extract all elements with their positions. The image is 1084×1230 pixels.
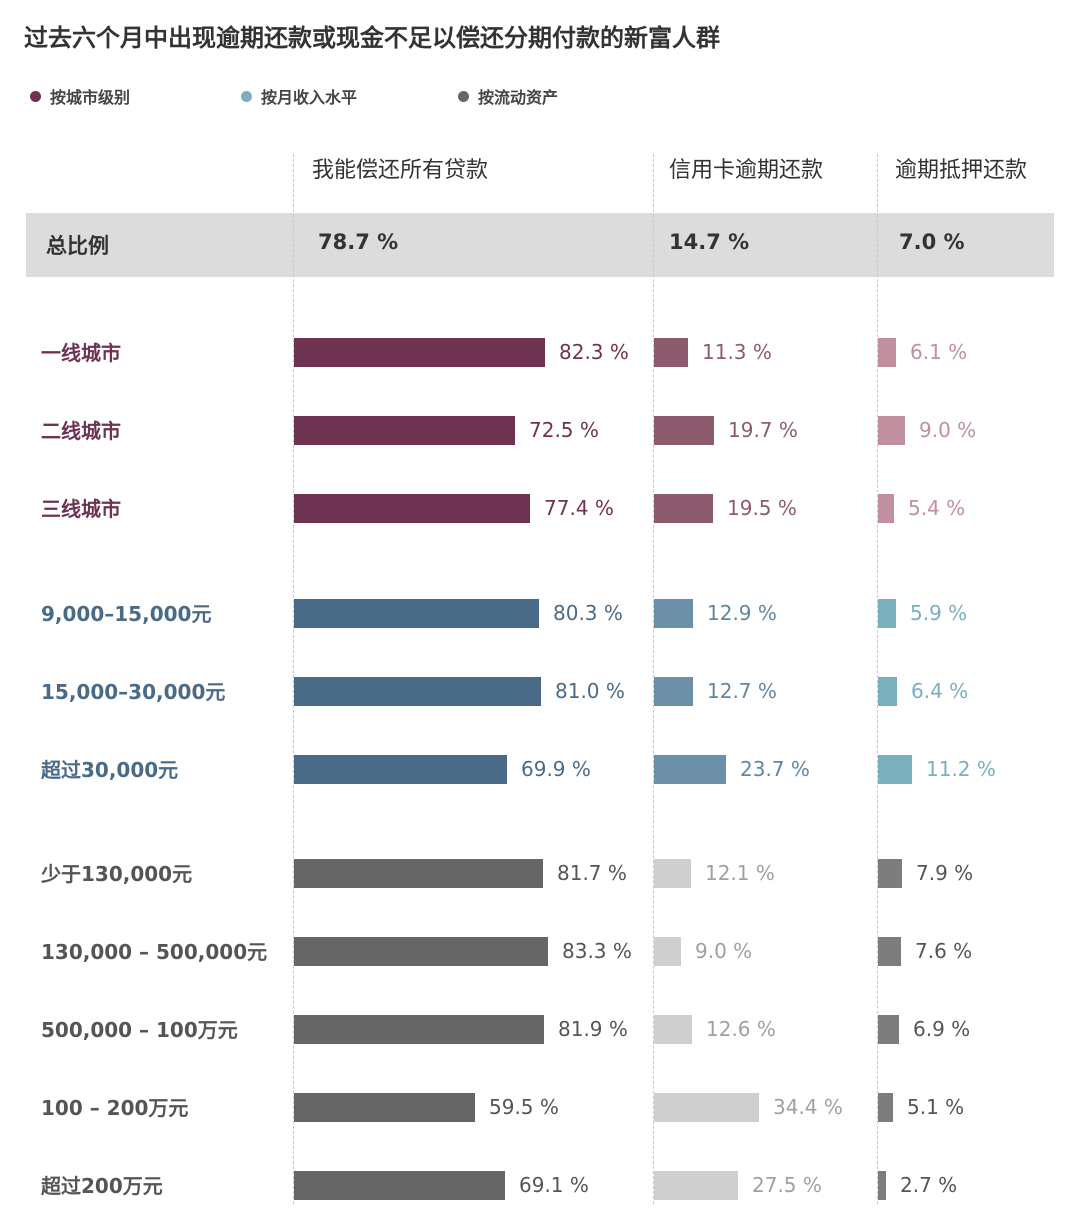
value-label-g2-r1-c1: 9.0 % <box>695 939 753 963</box>
value-label-g2-r1-c2: 7.6 % <box>915 939 973 963</box>
value-label-g2-r4-c0: 69.1 % <box>519 1173 589 1197</box>
bar-g1-r1-c2 <box>878 677 897 706</box>
column-divider-2 <box>653 154 654 1204</box>
legend-dot-income <box>241 90 252 102</box>
bar-g1-r2-c2 <box>878 755 912 784</box>
value-label-g2-r0-c1: 12.1 % <box>705 861 775 885</box>
bar-g2-r1-c0 <box>294 937 548 966</box>
row-label: 15,000–30,000元 <box>41 680 226 704</box>
value-label-g0-r0-c0: 82.3 % <box>559 340 629 364</box>
row-label: 一线城市 <box>41 341 121 365</box>
bar-g2-r4-c0 <box>294 1171 505 1200</box>
value-label-g2-r2-c0: 81.9 % <box>558 1017 628 1041</box>
value-label-g0-r1-c0: 72.5 % <box>529 418 599 442</box>
value-label-g2-r2-c1: 12.6 % <box>706 1017 776 1041</box>
value-label-g2-r3-c2: 5.1 % <box>907 1095 965 1119</box>
value-label-g2-r0-c0: 81.7 % <box>557 861 627 885</box>
value-label-g0-r2-c0: 77.4 % <box>544 496 614 520</box>
total-value-repay-all: 78.7 % <box>318 230 399 254</box>
value-label-g2-r4-c1: 27.5 % <box>752 1173 822 1197</box>
bar-g0-r2-c0 <box>294 494 530 523</box>
row-label: 超过30,000元 <box>41 758 179 782</box>
value-label-g0-r0-c1: 11.3 % <box>702 340 772 364</box>
bar-g0-r0-c2 <box>878 338 896 367</box>
total-row-band <box>26 213 1054 277</box>
bar-g2-r2-c0 <box>294 1015 544 1044</box>
total-value-mortgage-late: 7.0 % <box>899 230 965 254</box>
bar-g2-r3-c2 <box>878 1093 893 1122</box>
legend-dot-assets <box>458 90 469 102</box>
value-label-g1-r2-c2: 11.2 % <box>926 757 996 781</box>
value-label-g2-r2-c2: 6.9 % <box>913 1017 971 1041</box>
bar-g1-r2-c0 <box>294 755 507 784</box>
bar-g2-r1-c1 <box>654 937 681 966</box>
bar-g2-r0-c1 <box>654 859 691 888</box>
legend-label-income: 按月收入水平 <box>261 88 358 107</box>
row-label: 9,000–15,000元 <box>41 602 212 626</box>
column-divider-3 <box>877 154 878 1204</box>
row-label: 三线城市 <box>41 497 121 521</box>
value-label-g0-r0-c2: 6.1 % <box>910 340 968 364</box>
value-label-g1-r0-c1: 12.9 % <box>707 601 777 625</box>
bar-g0-r2-c2 <box>878 494 894 523</box>
row-label: 500,000 – 100万元 <box>41 1018 238 1042</box>
bar-g2-r1-c2 <box>878 937 901 966</box>
value-label-g0-r1-c1: 19.7 % <box>728 418 798 442</box>
bar-g1-r1-c1 <box>654 677 693 706</box>
value-label-g1-r1-c1: 12.7 % <box>707 679 777 703</box>
column-header-mortgage-late: 逾期抵押还款 <box>895 158 1028 183</box>
bar-g0-r1-c1 <box>654 416 714 445</box>
total-row-label: 总比例 <box>46 234 109 258</box>
value-label-g2-r1-c0: 83.3 % <box>562 939 632 963</box>
bar-g1-r0-c2 <box>878 599 896 628</box>
bar-g2-r4-c2 <box>878 1171 886 1200</box>
bar-g2-r4-c1 <box>654 1171 738 1200</box>
total-value-credit-card-late: 14.7 % <box>669 230 750 254</box>
legend-dot-city <box>30 90 41 102</box>
legend-item-city: 按城市级别 <box>30 84 130 108</box>
bar-g2-r2-c1 <box>654 1015 692 1044</box>
bar-g1-r2-c1 <box>654 755 726 784</box>
bar-g0-r2-c1 <box>654 494 713 523</box>
value-label-g2-r0-c2: 7.9 % <box>916 861 974 885</box>
bar-g0-r1-c0 <box>294 416 515 445</box>
bar-g1-r0-c0 <box>294 599 539 628</box>
bar-g0-r0-c1 <box>654 338 688 367</box>
value-label-g1-r2-c1: 23.7 % <box>740 757 810 781</box>
bar-g2-r3-c0 <box>294 1093 475 1122</box>
legend-item-income: 按月收入水平 <box>241 84 357 108</box>
value-label-g1-r1-c0: 81.0 % <box>555 679 625 703</box>
row-label: 130,000 – 500,000元 <box>41 940 268 964</box>
legend-item-assets: 按流动资产 <box>458 84 558 108</box>
bar-g1-r0-c1 <box>654 599 693 628</box>
bar-g1-r1-c0 <box>294 677 541 706</box>
value-label-g0-r2-c2: 5.4 % <box>908 496 966 520</box>
value-label-g1-r2-c0: 69.9 % <box>521 757 591 781</box>
row-label: 超过200万元 <box>41 1174 163 1198</box>
chart-title: 过去六个月中出现逾期还款或现金不足以偿还分期付款的新富人群 <box>24 24 720 52</box>
value-label-g2-r3-c1: 34.4 % <box>773 1095 843 1119</box>
value-label-g2-r4-c2: 2.7 % <box>900 1173 958 1197</box>
value-label-g2-r3-c0: 59.5 % <box>489 1095 559 1119</box>
value-label-g1-r0-c2: 5.9 % <box>910 601 968 625</box>
row-label: 100 – 200万元 <box>41 1096 189 1120</box>
bar-g2-r3-c1 <box>654 1093 759 1122</box>
value-label-g0-r1-c2: 9.0 % <box>919 418 977 442</box>
value-label-g1-r1-c2: 6.4 % <box>911 679 969 703</box>
bar-g2-r0-c0 <box>294 859 543 888</box>
value-label-g0-r2-c1: 19.5 % <box>727 496 797 520</box>
value-label-g1-r0-c0: 80.3 % <box>553 601 623 625</box>
bar-g2-r0-c2 <box>878 859 902 888</box>
bar-g0-r0-c0 <box>294 338 545 367</box>
column-header-repay-all: 我能偿还所有贷款 <box>312 158 489 183</box>
bar-g2-r2-c2 <box>878 1015 899 1044</box>
column-divider-1 <box>293 154 294 1204</box>
column-header-credit-card-late: 信用卡逾期还款 <box>669 158 824 183</box>
row-label: 二线城市 <box>41 419 121 443</box>
row-label: 少于130,000元 <box>41 862 193 886</box>
bar-g0-r1-c2 <box>878 416 905 445</box>
legend-label-assets: 按流动资产 <box>478 88 559 107</box>
legend-label-city: 按城市级别 <box>50 88 131 107</box>
